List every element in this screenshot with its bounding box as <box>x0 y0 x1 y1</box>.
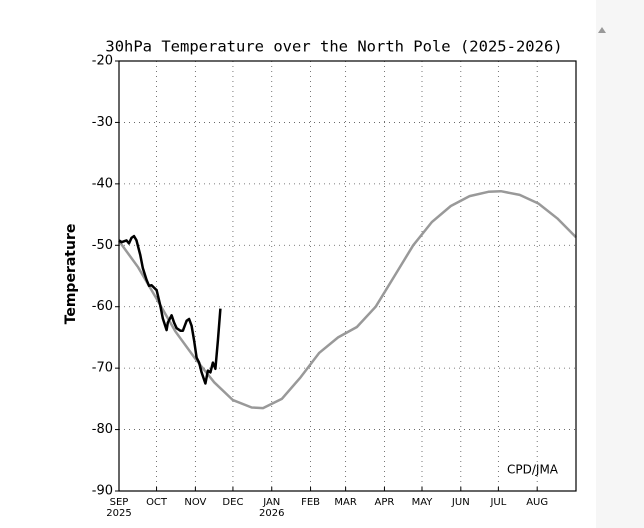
x-tick-year: 2025 <box>106 508 131 519</box>
x-tick-label: FEB <box>301 497 320 508</box>
scrollbar[interactable] <box>596 0 644 528</box>
x-tick-label: JUL <box>489 497 506 508</box>
series-line <box>117 189 577 410</box>
x-tick-label: NOV <box>184 497 206 508</box>
x-tick-label: OCT <box>146 497 168 508</box>
x-tick-year: 2026 <box>259 508 284 519</box>
y-tick-label: -20 <box>92 54 113 69</box>
x-tick-label: DEC <box>222 497 243 508</box>
x-tick-label: JAN <box>262 497 280 508</box>
series-line <box>118 234 222 385</box>
y-tick-label: -50 <box>92 238 113 253</box>
x-tick-label: AUG <box>526 497 548 508</box>
y-tick-label: -80 <box>92 422 113 437</box>
x-tick-label: MAR <box>334 497 356 508</box>
x-tick-label: MAY <box>412 497 434 508</box>
x-tick-label: APR <box>375 497 395 508</box>
x-tick-label: SEP <box>110 497 129 508</box>
plot-frame <box>118 60 577 492</box>
y-tick-label: -60 <box>92 299 113 314</box>
scroll-up-arrow[interactable] <box>598 27 606 33</box>
y-tick-label: -70 <box>92 361 113 376</box>
x-tick-label: JUN <box>451 497 470 508</box>
y-tick-label: -30 <box>92 115 113 130</box>
y-tick-label: -40 <box>92 176 113 191</box>
y-tick-label: -90 <box>92 484 113 499</box>
annotation: CPD/JMA <box>507 463 559 477</box>
y-axis-label: Temperature <box>63 224 79 325</box>
chart-title: 30hPa Temperature over the North Pole (2… <box>105 38 562 56</box>
